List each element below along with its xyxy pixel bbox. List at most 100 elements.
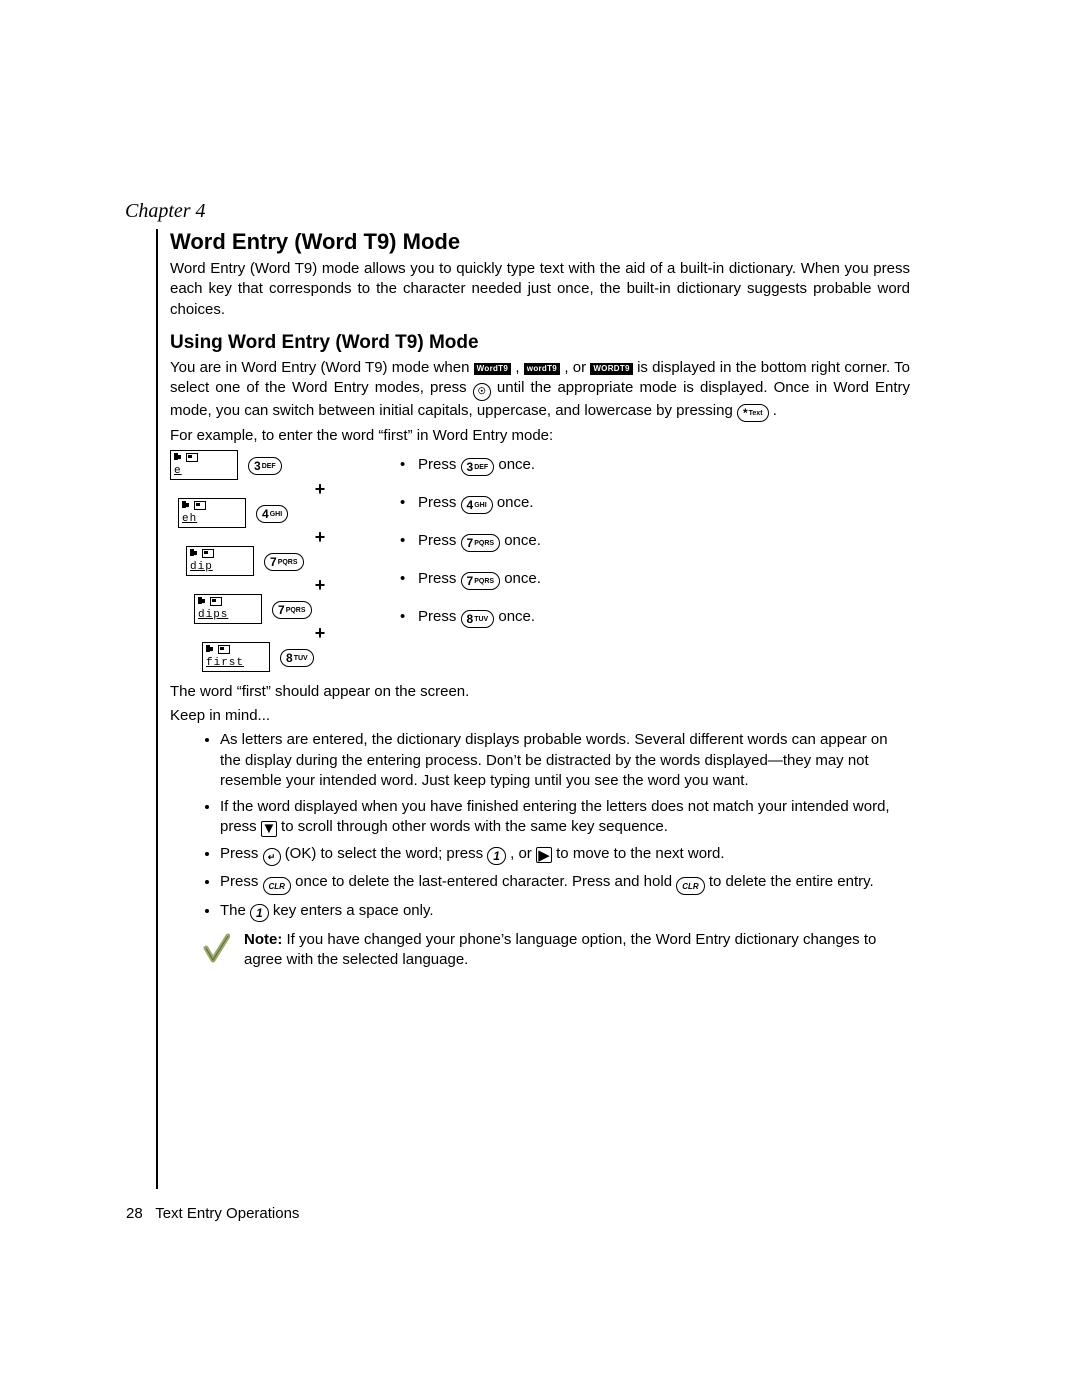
using-text-1a: You are in Word Entry (Word T9) mode whe…	[170, 359, 474, 376]
diagram-step: dip 7PQRS	[186, 546, 370, 576]
key-letters: DEF	[262, 463, 276, 470]
key-letters: TUV	[294, 655, 308, 662]
diagram-key: 8TUV	[280, 647, 314, 667]
diagram-key: 7PQRS	[272, 599, 312, 619]
phone-key-icon: 7PQRS	[264, 553, 304, 571]
clr-key-icon-2: CLR	[676, 877, 704, 895]
mini-screen: e	[170, 450, 238, 480]
comma-1: ,	[515, 359, 523, 376]
key-letters: PQRS	[474, 578, 494, 585]
example-diagram-row: e3DEF+eh4GHI+dip7PQRS+dips7PQRS+first8TU…	[170, 450, 910, 672]
step-instruction: •Press 4GHI once.	[400, 494, 910, 514]
mode-chip-3: WORDT9	[590, 363, 632, 375]
step-text-a: Press	[418, 532, 461, 549]
down-arrow-key-icon: ▼	[261, 821, 277, 837]
tip-c-3: , or	[510, 845, 536, 862]
page-footer: 28 Text Entry Operations	[126, 1205, 299, 1222]
screen-status-icons	[206, 645, 266, 654]
diagram-step: e 3DEF	[170, 450, 370, 480]
manual-page: Chapter 4 Word Entry (Word T9) Mode Word…	[0, 0, 1080, 1397]
tip-a: As letters are entered, the dictionary d…	[220, 730, 910, 791]
tip-c-4: to move to the next word.	[556, 845, 724, 862]
mode-chip-1: WordT9	[474, 363, 511, 375]
after-example-1: The word “first” should appear on the sc…	[170, 682, 910, 702]
step-text-a: Press	[418, 494, 461, 511]
using-paragraph: You are in Word Entry (Word T9) mode whe…	[170, 358, 910, 422]
footer-title: Text Entry Operations	[155, 1205, 299, 1222]
tip-d: Press CLR once to delete the last-entere…	[220, 872, 910, 895]
phone-key-icon: 4GHI	[461, 496, 493, 514]
key-digit: 7	[270, 556, 277, 568]
tip-c-2: (OK) to select the word; press	[285, 845, 488, 862]
key-letters: DEF	[474, 464, 488, 471]
key-letters: PQRS	[474, 540, 494, 547]
mini-screen: first	[202, 642, 270, 672]
step-instruction: •Press 8TUV once.	[400, 608, 910, 628]
mode-key-icon: ☉	[473, 383, 491, 401]
diagram-step: eh 4GHI	[178, 498, 370, 528]
step-instruction: •Press 7PQRS once.	[400, 532, 910, 552]
tip-c: Press ↵ (OK) to select the word; press 1…	[220, 844, 910, 867]
step-instruction: •Press 7PQRS once.	[400, 570, 910, 590]
phone-key-icon: 3DEF	[461, 458, 495, 476]
screen-status-icons	[190, 549, 250, 558]
one-key-digit-2: 1	[256, 907, 263, 919]
section-title: Word Entry (Word T9) Mode	[170, 229, 910, 255]
phone-key-icon: 7PQRS	[461, 572, 501, 590]
tips-list: As letters are entered, the dictionary d…	[170, 730, 910, 922]
key-digit: 7	[278, 604, 285, 616]
diagram-key: 4GHI	[256, 503, 288, 523]
diagram-column: e3DEF+eh4GHI+dip7PQRS+dips7PQRS+first8TU…	[170, 450, 370, 672]
diagram-key: 3DEF	[248, 455, 282, 475]
one-key-digit: 1	[493, 850, 500, 862]
mini-screen: eh	[178, 498, 246, 528]
phone-key-icon: 4GHI	[256, 505, 288, 523]
example-intro: For example, to enter the word “first” i…	[170, 426, 910, 446]
tip-d-3: to delete the entire entry.	[709, 873, 874, 890]
step-text-b: once.	[494, 456, 535, 473]
plus-symbol: +	[270, 624, 370, 642]
intro-paragraph: Word Entry (Word T9) mode allows you to …	[170, 259, 910, 320]
screen-status-icons	[182, 501, 242, 510]
step-text-a: Press	[418, 570, 461, 587]
key-digit: 7	[467, 537, 474, 549]
tip-e-2: key enters a space only.	[273, 902, 434, 919]
screen-text: dips	[198, 610, 258, 623]
tip-e-1: The	[220, 902, 250, 919]
key-letters: GHI	[270, 511, 282, 518]
note-row: Note: If you have changed your phone’s l…	[202, 930, 910, 971]
step-text-b: once.	[500, 532, 541, 549]
star-key-icon: * Text	[737, 404, 769, 422]
star-key-letters: Text	[749, 410, 763, 417]
plus-symbol: +	[270, 576, 370, 594]
phone-key-icon: 7PQRS	[461, 534, 501, 552]
phone-key-icon: 3DEF	[248, 457, 282, 475]
mini-screen: dip	[186, 546, 254, 576]
step-text-a: Press	[418, 608, 461, 625]
key-digit: 4	[467, 499, 474, 511]
screen-text: e	[174, 466, 234, 479]
tip-b: If the word displayed when you have fini…	[220, 797, 910, 838]
comma-2: , or	[564, 359, 590, 376]
diagram-step: first 8TUV	[202, 642, 370, 672]
step-text-a: Press	[418, 456, 461, 473]
body-column: Word Entry (Word T9) Mode Word Entry (Wo…	[156, 229, 910, 1189]
note-text: Note: If you have changed your phone’s l…	[244, 930, 910, 971]
key-letters: PQRS	[286, 607, 306, 614]
step-text-b: once.	[500, 570, 541, 587]
key-digit: 4	[262, 508, 269, 520]
key-digit: 3	[254, 460, 261, 472]
one-key-icon: 1	[487, 847, 506, 865]
clr-key-text-2: CLR	[682, 883, 698, 891]
key-letters: GHI	[474, 502, 486, 509]
plus-symbol: +	[270, 528, 370, 546]
step-text-b: once.	[493, 494, 534, 511]
tip-d-2: once to delete the last-entered characte…	[295, 873, 676, 890]
phone-key-icon: 8TUV	[280, 649, 314, 667]
tip-d-1: Press	[220, 873, 263, 890]
key-digit: 8	[286, 652, 293, 664]
screen-status-icons	[198, 597, 258, 606]
diagram-step: dips 7PQRS	[194, 594, 370, 624]
mini-screen: dips	[194, 594, 262, 624]
plus-symbol: +	[270, 480, 370, 498]
